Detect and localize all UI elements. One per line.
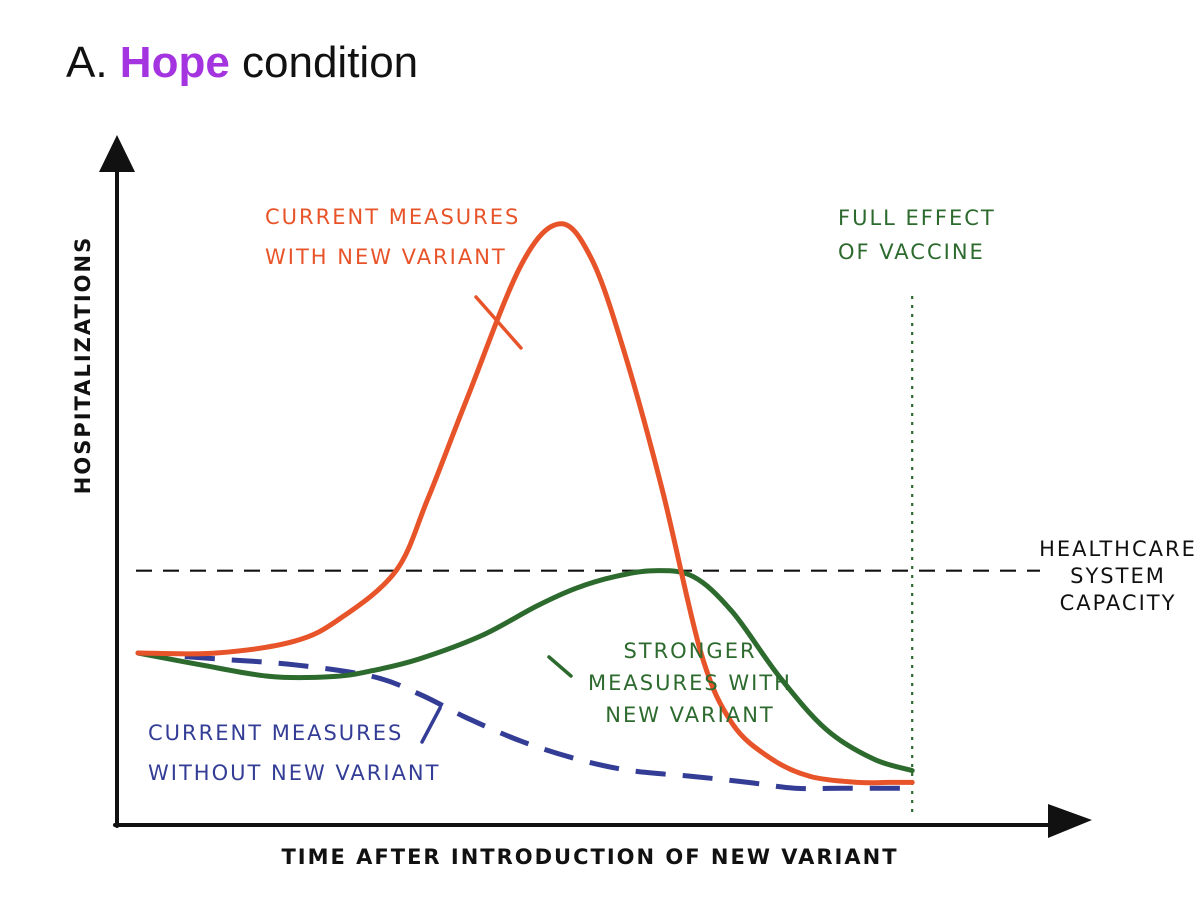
series-line-current-without-variant	[137, 650, 913, 792]
capacity-label: HEALTHCARE SYSTEM CAPACITY	[1039, 537, 1197, 615]
label-stronger-with-variant-line: STRONGER	[623, 639, 756, 663]
label-current-with-variant: CURRENT MEASURES WITH NEW VARIANT	[265, 205, 520, 269]
axes-layer	[99, 135, 1092, 838]
y-axis-label: HOSPITALIZATIONS	[71, 236, 95, 494]
label-stronger-with-variant-line: NEW VARIANT	[605, 703, 775, 727]
title-prefix: A.	[66, 38, 120, 87]
label-current-without-variant: CURRENT MEASURES WITHOUT NEW VARIANT	[148, 721, 440, 785]
reference-lines-layer: HEALTHCARE SYSTEM CAPACITY FULL EFFECT OF VA…	[136, 206, 1197, 812]
pointer-current-without-variant	[420, 706, 442, 744]
label-current-without-variant-line: CURRENT MEASURES	[148, 721, 403, 745]
y-axis-arrowhead	[99, 135, 135, 172]
series-layer	[135, 221, 915, 792]
labels-layer: TIME AFTER INTRODUCTION OF NEW VARIANT H…	[71, 205, 898, 869]
vaccine-label-line: FULL EFFECT	[838, 206, 996, 230]
label-stronger-with-variant-line: MEASURES WITH	[588, 671, 792, 695]
title-suffix: condition	[229, 38, 419, 87]
x-axis-arrowhead	[1048, 804, 1092, 838]
pointer-stronger-with-variant	[547, 655, 573, 678]
series-line-stronger-with-variant	[135, 568, 915, 774]
title-highlight-hope: Hope	[119, 38, 230, 87]
vaccine-label: FULL EFFECT OF VACCINE	[838, 206, 996, 264]
capacity-label-line: SYSTEM	[1070, 564, 1166, 588]
vaccine-label-line: OF VACCINE	[838, 240, 985, 264]
page-title: A. Hope condition	[66, 38, 418, 88]
series-line-current-with-variant	[135, 221, 915, 786]
label-stronger-with-variant: STRONGER MEASURES WITH NEW VARIANT	[588, 639, 792, 727]
label-current-with-variant-line: CURRENT MEASURES	[265, 205, 520, 229]
label-current-with-variant-line: WITH NEW VARIANT	[265, 245, 507, 269]
pointer-current-with-variant	[474, 295, 523, 350]
capacity-label-line: HEALTHCARE	[1039, 537, 1197, 561]
x-axis-label: TIME AFTER INTRODUCTION OF NEW VARIANT	[281, 845, 898, 869]
label-current-without-variant-line: WITHOUT NEW VARIANT	[148, 761, 440, 785]
capacity-label-line: CAPACITY	[1060, 591, 1177, 615]
